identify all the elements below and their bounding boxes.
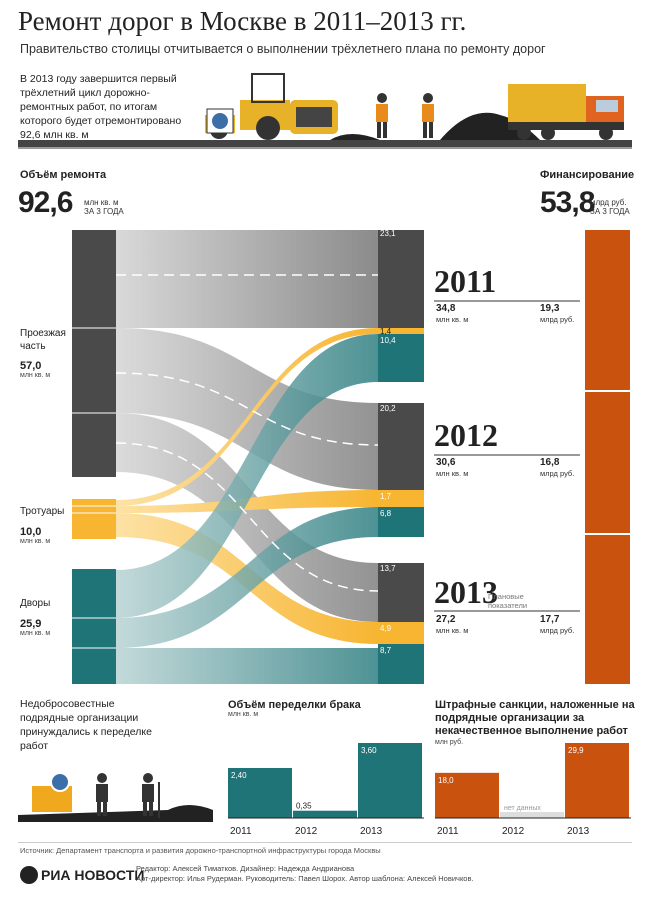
flow-road-2011 [116, 230, 378, 328]
flow-yard-2011 [116, 334, 378, 618]
rework-bar-label-2011: 2,40 [231, 771, 247, 780]
bar-2011-road [378, 230, 424, 328]
worker-icon [376, 93, 434, 138]
funding-value: 53,8 [540, 186, 595, 219]
flow-road-2013 [116, 413, 378, 622]
seg-2012-road: 20,2 [380, 404, 396, 413]
flow-yard-2013 [116, 648, 378, 684]
bar-2012-road [378, 403, 424, 490]
bar-yard [72, 569, 116, 684]
rework-bar-2011 [228, 768, 292, 818]
bar-road [72, 230, 116, 477]
category-road: Проезжая часть 57,0 млн кв. м [20, 328, 66, 379]
seg-2012-yard: 6,8 [380, 509, 392, 518]
fines-bar-label-2012: нет данных [504, 805, 541, 812]
volume-header: Объём ремонта [20, 169, 107, 181]
credits-line-1: Редактор: Алексей Тиматков. Дизайнер: На… [136, 864, 355, 873]
volume-value: 92,6 [18, 186, 73, 219]
year-2013-area: 27,2 [436, 614, 456, 625]
category-side: Тротуары 10,0 млн кв. м [20, 506, 65, 545]
bar-side [72, 499, 116, 539]
year-2013-note: Плановые показатели [488, 592, 528, 610]
contractors-illustration [18, 772, 213, 822]
funding-header: Финансирование [540, 169, 635, 181]
rework-chart-title: Объём переделки брака [228, 699, 361, 711]
rework-chart-unit: млн кв. м [228, 711, 259, 718]
year-2011-money: 19,3 [540, 303, 560, 314]
fines-chart-unit: млн руб. [435, 739, 464, 746]
road-works-illustration [18, 73, 632, 149]
seg-2013-yard: 8,7 [380, 646, 392, 655]
funding-bar-2011 [585, 230, 630, 390]
rework-bar-2012 [293, 810, 357, 818]
year-2013: 2013 [434, 574, 498, 610]
bar-2011-yard [378, 334, 424, 382]
seg-2013-side: 4,9 [380, 624, 392, 633]
fines-chart-title: Штрафные санкции, наложенные на подрядны… [435, 699, 635, 737]
bar-2013-road [378, 563, 424, 622]
credits-line-2: Арт-директор: Илья Рудерман. Руководител… [136, 874, 474, 883]
flow-yard-2012 [116, 507, 378, 648]
fines-bar-2011 [435, 772, 499, 818]
bar-2012-side [378, 490, 424, 507]
flow-side-2011 [116, 328, 378, 506]
funding-unit: млрд руб. за 3 года [590, 198, 630, 216]
seg-2011-yard: 10,4 [380, 336, 396, 345]
fines-bar-label-2013: 29,9 [568, 746, 584, 755]
funding-bar-2012 [585, 392, 630, 533]
bar-2013-yard [378, 644, 424, 684]
rework-bar-label-2012: 0,35 [296, 802, 312, 811]
fines-bar-2012 [500, 812, 564, 818]
rework-tick-2013: 2013 [360, 826, 383, 837]
rework-tick-2012: 2012 [295, 826, 318, 837]
source-note: Источник: Департамент транспорта и разви… [20, 846, 381, 855]
fines-bar-2013 [565, 743, 629, 818]
year-2012: 2012 [434, 417, 498, 453]
category-yard: Дворы 25,9 млн кв. м [20, 598, 51, 637]
sankey-diagram [72, 230, 630, 684]
seg-2012-side: 1,7 [380, 492, 392, 501]
page-subtitle: Правительство столицы отчитывается о вып… [20, 42, 546, 56]
volume-unit: млн кв. м за 3 года [84, 198, 124, 216]
year-2013-money: 17,7 [540, 614, 560, 625]
flow-road-2012 [116, 328, 378, 490]
ria-logo: РИА НОВОСТИ [20, 866, 144, 884]
fines-bar-label-2011: 18,0 [438, 776, 454, 785]
year-2011-area: 34,8 [436, 303, 456, 314]
road-sign-icon [50, 772, 70, 792]
rework-chart: 2,40 2011 0,35 2012 3,60 2013 [228, 743, 424, 837]
intro-text: В 2013 году завершится первый трёхлетний… [20, 73, 182, 141]
page-title: Ремонт дорог в Москве в 2011–2013 гг. [18, 6, 467, 36]
dump-truck-icon [508, 84, 624, 140]
road-sign-icon [212, 113, 228, 129]
fines-tick-2011: 2011 [437, 826, 459, 837]
seg-2011-road: 23,1 [380, 229, 396, 238]
bar-2013-side [378, 622, 424, 644]
fines-tick-2013: 2013 [567, 826, 590, 837]
fines-tick-2012: 2012 [502, 826, 525, 837]
asphalt-pile-icon [440, 112, 540, 140]
contractors-note: Недобросовестные подрядные организации п… [20, 698, 152, 752]
rework-bar-2013 [358, 743, 422, 818]
fines-chart: 18,0 2011 нет данных 2012 29,9 2013 [435, 743, 631, 837]
funding-bar-2013 [585, 535, 630, 684]
rework-tick-2011: 2011 [230, 826, 252, 837]
year-2011: 2011 [434, 263, 497, 299]
seg-2013-road: 13,7 [380, 564, 396, 573]
year-2012-money: 16,8 [540, 457, 560, 468]
bar-2011-side [378, 328, 424, 334]
year-2012-area: 30,6 [436, 457, 456, 468]
bar-2012-yard [378, 507, 424, 537]
seg-2011-side: 1,4 [380, 327, 392, 336]
rework-bar-label-2013: 3,60 [361, 746, 377, 755]
worker-icon [96, 773, 160, 818]
